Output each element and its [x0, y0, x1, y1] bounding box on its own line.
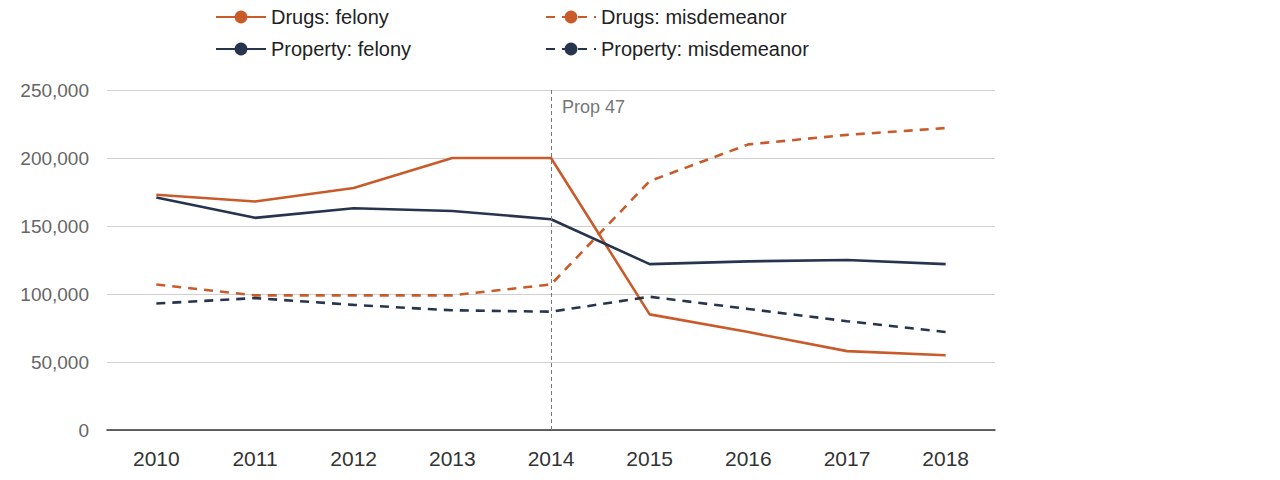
svg-text:Drugs: felony: Drugs: felony: [271, 6, 389, 28]
svg-text:100,000: 100,000: [20, 284, 89, 305]
svg-text:Drugs: misdemeanor: Drugs: misdemeanor: [601, 6, 787, 28]
svg-text:2014: 2014: [528, 447, 575, 470]
svg-text:2013: 2013: [429, 447, 476, 470]
svg-text:250,000: 250,000: [20, 80, 89, 101]
svg-text:2016: 2016: [725, 447, 772, 470]
svg-text:150,000: 150,000: [20, 216, 89, 237]
svg-text:200,000: 200,000: [20, 148, 89, 169]
svg-text:50,000: 50,000: [31, 352, 89, 373]
svg-text:2011: 2011: [232, 447, 277, 470]
svg-text:Prop 47: Prop 47: [562, 97, 625, 117]
svg-text:Property: felony: Property: felony: [271, 38, 411, 60]
svg-text:2017: 2017: [824, 447, 871, 470]
svg-text:2012: 2012: [330, 447, 377, 470]
svg-text:2018: 2018: [922, 447, 969, 470]
svg-text:2010: 2010: [133, 447, 180, 470]
svg-text:Property: misdemeanor: Property: misdemeanor: [601, 38, 809, 60]
svg-text:0: 0: [78, 420, 89, 441]
svg-text:2015: 2015: [626, 447, 673, 470]
